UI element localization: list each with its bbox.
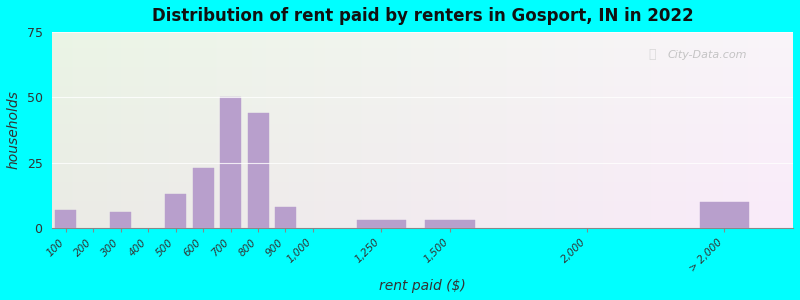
Bar — [220, 97, 241, 228]
Bar — [275, 207, 296, 228]
Text: 🌐: 🌐 — [649, 47, 656, 61]
Bar — [165, 194, 186, 228]
Bar — [110, 212, 131, 228]
Y-axis label: households: households — [7, 91, 21, 170]
Bar — [193, 168, 214, 228]
Bar — [247, 113, 269, 228]
X-axis label: rent paid ($): rent paid ($) — [379, 279, 466, 293]
Bar — [700, 202, 749, 228]
Bar — [55, 210, 77, 228]
Bar — [357, 220, 406, 228]
Title: Distribution of rent paid by renters in Gosport, IN in 2022: Distribution of rent paid by renters in … — [152, 7, 694, 25]
Bar — [426, 220, 474, 228]
Text: City-Data.com: City-Data.com — [667, 50, 746, 59]
